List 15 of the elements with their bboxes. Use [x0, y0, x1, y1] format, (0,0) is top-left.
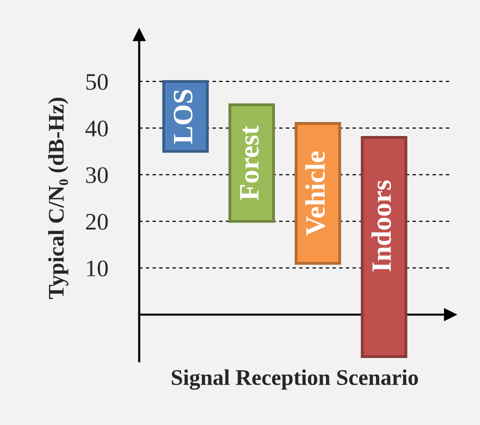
x-axis-title: Signal Reception Scenario — [172, 369, 418, 390]
x-tick-label: Indoors — [371, 180, 392, 272]
bar — [162, 80, 209, 153]
y-tick-label: 10 — [87, 260, 108, 276]
x-tick-label: Vehicle — [305, 151, 325, 236]
x-tick-label: LOS — [174, 90, 192, 144]
bar — [294, 122, 342, 265]
x-tick-label: Forest — [240, 126, 259, 200]
y-tick-label: 30 — [86, 167, 108, 184]
bar — [360, 136, 408, 358]
y-tick-label: 50 — [86, 74, 108, 90]
y-axis-title: Typical C/N₀ (dB-Hz) — [48, 98, 68, 299]
y-tick-label: 20 — [86, 214, 108, 230]
bar — [228, 103, 275, 223]
y-tick-label: 40 — [85, 120, 108, 137]
